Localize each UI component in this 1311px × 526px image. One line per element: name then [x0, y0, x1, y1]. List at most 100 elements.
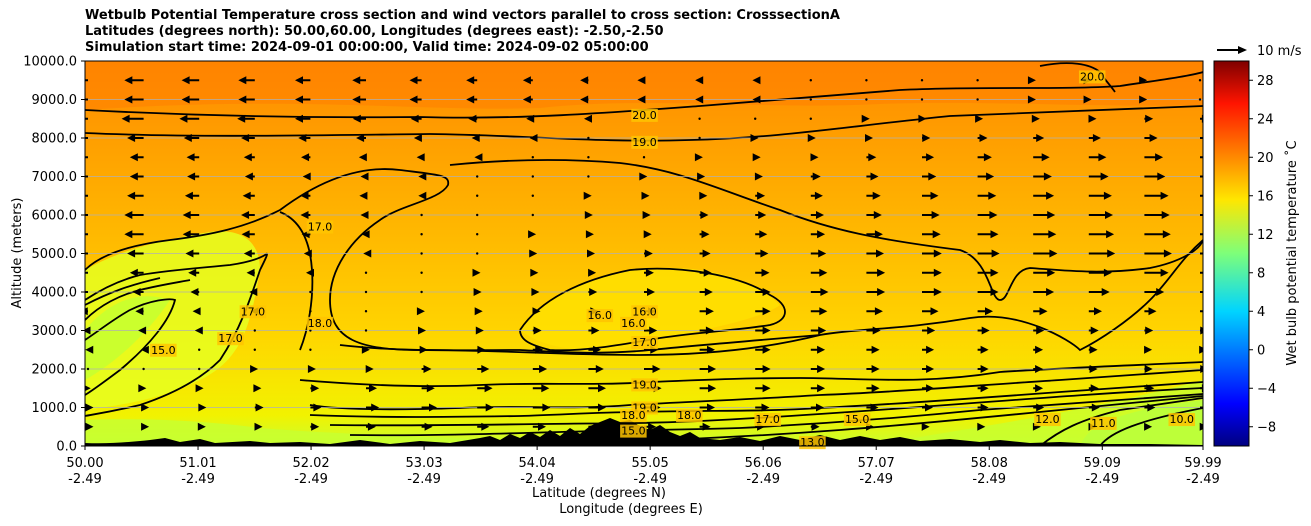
wind-arrow — [472, 268, 481, 277]
contour-label-bg — [631, 135, 658, 149]
wind-arrow — [922, 307, 939, 316]
wind-arrow — [187, 172, 200, 181]
wind-arrow — [522, 95, 533, 104]
wind-arrow — [532, 365, 548, 373]
wind-arrow — [699, 249, 711, 258]
wind-arrow — [1144, 326, 1154, 335]
wind-arrow — [644, 249, 653, 258]
wind-arrow — [1033, 134, 1045, 142]
wind-arrow — [810, 307, 828, 316]
wind-arrow — [1144, 345, 1153, 354]
wind-arrow — [531, 213, 534, 217]
wind-arrow — [85, 175, 88, 178]
wind-arrow — [1139, 95, 1148, 104]
wind-arrow — [699, 365, 717, 373]
wind-arrow — [1200, 137, 1203, 139]
contour-16-b — [85, 277, 161, 306]
wind-arrow — [699, 422, 711, 431]
wind-arrow — [922, 191, 939, 200]
wind-arrow — [699, 230, 710, 239]
wind-arrow — [644, 365, 661, 373]
wind-arrow — [750, 134, 759, 142]
wind-arrow — [637, 95, 646, 104]
wind-arrow — [127, 191, 144, 200]
chart-title-line-2: Latitudes (degrees north): 50.00,60.00, … — [85, 24, 664, 39]
wind-arrow — [476, 194, 479, 197]
wind-arrow — [922, 153, 935, 162]
wind-arrow — [922, 384, 935, 393]
contour-label-bg — [1078, 70, 1106, 84]
contour-label: 12.0 — [1035, 413, 1060, 426]
x-tick-label-lat: 50.00 — [66, 456, 103, 471]
wind-arrow — [1088, 172, 1109, 181]
wind-arrow — [810, 384, 826, 393]
wind-arrow — [418, 172, 427, 181]
wind-arrow — [754, 172, 763, 181]
wind-arrow — [1088, 153, 1107, 162]
x-tick-label-lon: -2.49 — [746, 472, 780, 487]
wind-arrow — [977, 307, 993, 316]
contour-label: 15.0 — [151, 344, 176, 357]
wind-arrow — [1088, 134, 1101, 142]
wind-arrow — [531, 194, 534, 197]
contour-label-bg — [620, 409, 647, 423]
contour-label: 18.0 — [308, 317, 333, 330]
wind-arrow — [977, 230, 999, 239]
wind-arrow — [1033, 191, 1055, 200]
wind-arrow — [755, 307, 771, 316]
wind-arrow — [140, 345, 149, 354]
wind-arrow — [755, 384, 771, 393]
wind-arrow — [142, 367, 145, 371]
wind-arrow — [190, 288, 200, 296]
contour-label-bg — [676, 409, 703, 423]
wind-arrow — [588, 288, 598, 296]
contour-label: 18.0 — [621, 409, 646, 422]
wind-arrow — [698, 117, 701, 120]
x-tick-label-lon: -2.49 — [294, 472, 328, 487]
wind-arrow — [977, 365, 989, 373]
x-tick-label-lat: 55.05 — [632, 456, 669, 471]
wind-arrow — [243, 249, 255, 258]
wind-arrow — [473, 288, 482, 296]
wind-arrow — [922, 230, 941, 239]
contour-label-bg — [631, 378, 658, 392]
wind-arrow — [977, 422, 986, 431]
wind-arrow — [532, 403, 551, 412]
wind-arrow — [129, 172, 144, 181]
y-axis-label: Altitude (meters) — [10, 198, 25, 309]
wind-arrow — [1144, 307, 1157, 316]
wind-arrow — [135, 307, 144, 316]
wind-arrow — [1033, 365, 1044, 373]
wind-arrow — [922, 211, 940, 219]
wind-arrow — [237, 114, 255, 123]
wind-arrow — [474, 307, 483, 316]
wind-arrow — [866, 384, 880, 393]
wind-arrow — [254, 422, 263, 431]
y-tick-label: 9000.0 — [32, 93, 78, 108]
colorbar-tick-label: 8 — [1257, 266, 1265, 281]
wind-arrow — [755, 191, 766, 200]
wind-arrow — [639, 172, 648, 181]
wind-arrow — [85, 271, 88, 274]
wind-arrow — [531, 288, 540, 296]
colorbar-tick-label: 12 — [1257, 228, 1274, 243]
wind-arrow — [810, 403, 824, 412]
wind-arrow — [129, 268, 144, 277]
wind-arrow — [421, 422, 433, 431]
wind-arrow — [466, 76, 478, 85]
wind-arrow — [363, 249, 372, 258]
wind-arrow — [300, 211, 311, 219]
wind-arrow — [477, 365, 490, 373]
wind-arrow — [1033, 345, 1044, 354]
wind-arrow — [1139, 76, 1148, 85]
wind-arrow — [532, 422, 546, 431]
wind-arrow — [1144, 268, 1169, 277]
wind-arrow — [242, 191, 255, 200]
contour-13-low — [599, 395, 1203, 443]
wind-arrow — [238, 95, 255, 104]
wind-arrow — [637, 76, 646, 85]
wind-arrow — [921, 422, 930, 431]
wind-arrow — [866, 153, 877, 162]
contour-15 — [85, 298, 177, 396]
contour-label: 20.0 — [1080, 70, 1105, 83]
